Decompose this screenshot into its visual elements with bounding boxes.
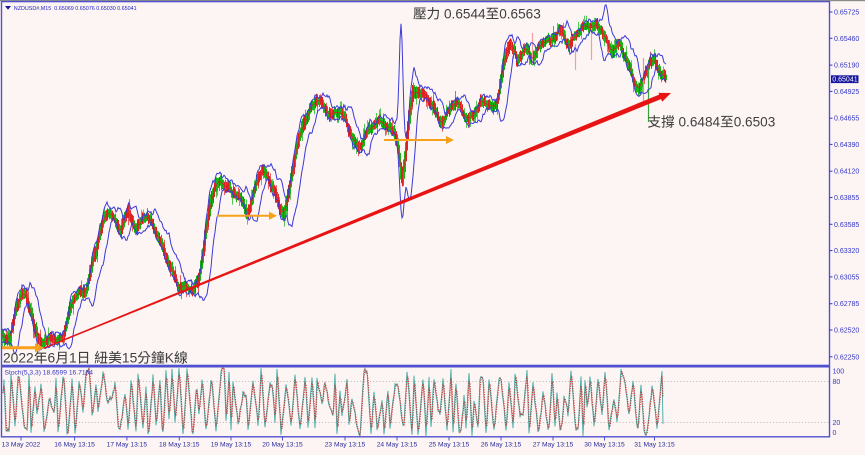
- svg-text:23 May 13:15: 23 May 13:15: [325, 442, 366, 449]
- svg-text:24 May 13:15: 24 May 13:15: [377, 442, 418, 449]
- svg-text:0.6563: 0.6563: [499, 6, 541, 21]
- svg-text:19 May 13:15: 19 May 13:15: [211, 442, 252, 449]
- svg-text:0.6503: 0.6503: [734, 115, 776, 130]
- svg-text:0.64655: 0.64655: [834, 116, 859, 123]
- svg-text:0.63055: 0.63055: [834, 274, 859, 281]
- svg-text:0.6484: 0.6484: [679, 115, 721, 130]
- svg-text:100: 100: [833, 369, 845, 376]
- svg-text:0.62250: 0.62250: [834, 354, 859, 361]
- svg-text:0.63320: 0.63320: [834, 248, 859, 255]
- svg-text:NZDUSD#,M15 0.65069 0.65076 0: NZDUSD#,M15 0.65069 0.65076 0.65030 0.65…: [14, 6, 137, 12]
- svg-text:15: 15: [122, 351, 138, 366]
- svg-text:0.63585: 0.63585: [834, 222, 859, 229]
- svg-text:0.64390: 0.64390: [834, 142, 859, 149]
- svg-text:80: 80: [833, 379, 841, 386]
- svg-text:26 May 13:15: 26 May 13:15: [481, 442, 522, 449]
- svg-text:27 May 13:15: 27 May 13:15: [533, 442, 574, 449]
- svg-text:0.65190: 0.65190: [834, 63, 859, 70]
- svg-text:1: 1: [69, 351, 77, 366]
- svg-text:K: K: [165, 351, 175, 366]
- svg-text:13 May 2022: 13 May 2022: [2, 442, 41, 449]
- svg-text:0.63855: 0.63855: [834, 195, 859, 202]
- svg-text:31 May 13:15: 31 May 13:15: [634, 442, 675, 449]
- svg-text:0: 0: [833, 430, 837, 437]
- svg-text:2022: 2022: [3, 351, 34, 366]
- svg-text:0.64120: 0.64120: [834, 169, 859, 176]
- svg-text:0.65460: 0.65460: [834, 36, 859, 43]
- svg-text:20: 20: [833, 420, 841, 427]
- svg-text:20 May 13:15: 20 May 13:15: [262, 442, 303, 449]
- svg-text:0.62785: 0.62785: [834, 301, 859, 308]
- svg-text:0.62520: 0.62520: [834, 328, 859, 335]
- svg-text:0.65041: 0.65041: [832, 77, 857, 84]
- svg-text:17 May 13:15: 17 May 13:15: [107, 442, 148, 449]
- svg-text:30 May 13:15: 30 May 13:15: [584, 442, 625, 449]
- svg-text:25 May 13:15: 25 May 13:15: [429, 442, 470, 449]
- svg-text:0.65725: 0.65725: [834, 10, 859, 17]
- svg-text:0.6544: 0.6544: [444, 6, 486, 21]
- svg-text:0.64925: 0.64925: [834, 89, 859, 96]
- svg-text:18 May 13:15: 18 May 13:15: [159, 442, 200, 449]
- svg-text:16 May 13:15: 16 May 13:15: [54, 442, 95, 449]
- svg-text:Stoch(5,3,3) 18.6599 16.7154: Stoch(5,3,3) 18.6599 16.7154: [5, 370, 94, 377]
- svg-text:6: 6: [48, 351, 56, 366]
